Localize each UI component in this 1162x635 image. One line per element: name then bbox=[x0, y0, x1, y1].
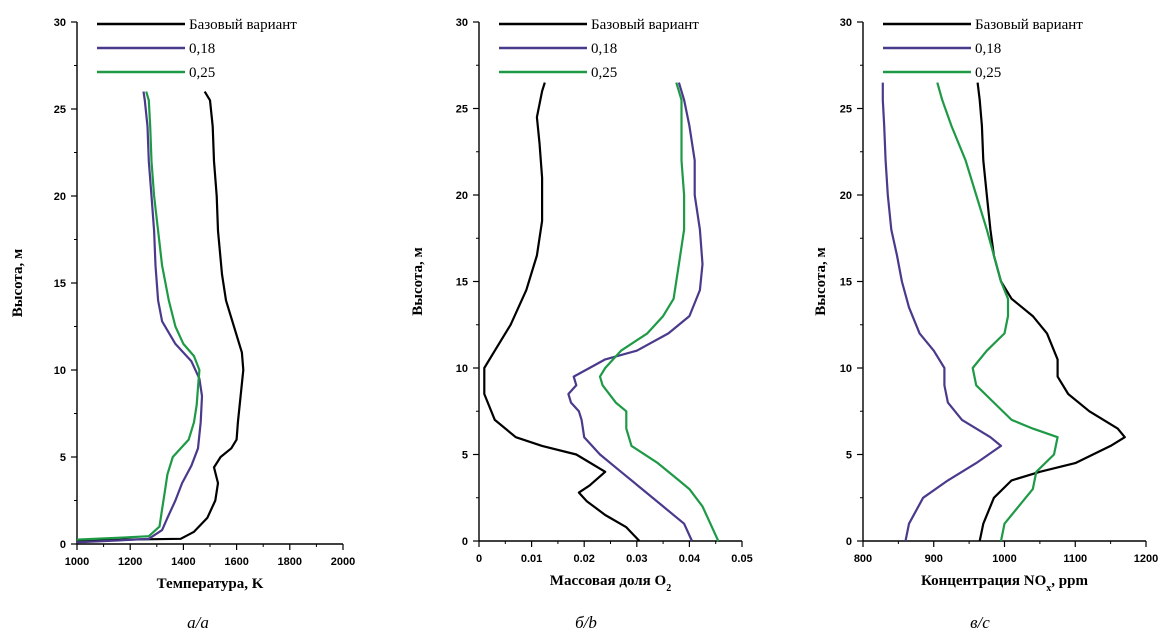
y-tick-label: 10 bbox=[840, 363, 852, 375]
x-tick-label: 1200 bbox=[118, 556, 142, 568]
x-tick-label: 1600 bbox=[224, 556, 248, 568]
x-tick-label: 800 bbox=[854, 553, 872, 565]
series-line-2 bbox=[567, 82, 704, 542]
y-tick-label: 10 bbox=[54, 365, 66, 377]
panel-caption: а/a bbox=[187, 613, 209, 632]
x-tick-label: 1000 bbox=[992, 553, 1016, 565]
y-tick-label: 15 bbox=[54, 278, 66, 290]
y-tick-label: 0 bbox=[462, 536, 468, 548]
y-tick-label: 25 bbox=[456, 104, 468, 116]
x-tick-label: 1100 bbox=[1063, 553, 1087, 565]
x-axis-title: Массовая доля O2 bbox=[550, 573, 671, 594]
series-line-3 bbox=[936, 82, 1059, 542]
legend-label: 0,18 bbox=[189, 41, 215, 57]
legend-label: 0,25 bbox=[189, 65, 215, 81]
y-tick-label: 5 bbox=[60, 452, 66, 464]
y-tick-label: 30 bbox=[54, 17, 66, 29]
y-tick-label: 5 bbox=[846, 450, 852, 462]
legend-label: Базовый вариант bbox=[975, 17, 1083, 33]
y-tick-label: 25 bbox=[54, 104, 66, 116]
x-tick-label: 0.01 bbox=[521, 553, 542, 565]
panel-caption: б/b bbox=[575, 613, 597, 632]
legend-label: Базовый вариант bbox=[591, 17, 699, 33]
y-tick-label: 5 bbox=[462, 450, 468, 462]
y-tick-label: 10 bbox=[456, 363, 468, 375]
series-line-2 bbox=[76, 91, 204, 544]
series-line-3 bbox=[76, 91, 201, 541]
x-axis-title: Концентрация NOx, ppm bbox=[921, 573, 1088, 594]
x-tick-label: 900 bbox=[925, 553, 943, 565]
series-line-2 bbox=[881, 82, 1003, 542]
chart-panel-3: 800 900 1000 1100 1200 0 5 10 15 20 25 30 Базовый ва… bbox=[813, 17, 1158, 632]
y-tick-label: 25 bbox=[840, 104, 852, 116]
y-tick-label: 30 bbox=[456, 17, 468, 29]
y-tick-label: 0 bbox=[846, 536, 852, 548]
legend-label: 0,25 bbox=[975, 65, 1001, 81]
x-tick-label: 0.05 bbox=[731, 553, 752, 565]
legend-label: 0,25 bbox=[591, 65, 617, 81]
chart-panel-2: 0 0.01 0.02 0.03 0.04 0.05 0 5 10 15 20 25 30 Базовый… bbox=[410, 17, 753, 632]
y-tick-label: 20 bbox=[456, 190, 468, 202]
y-tick-label: 15 bbox=[840, 277, 852, 289]
legend-label: Базовый вариант bbox=[189, 17, 297, 33]
x-tick-label: 0 bbox=[476, 553, 482, 565]
series-line-1 bbox=[976, 82, 1126, 542]
x-tick-label: 0.02 bbox=[573, 553, 594, 565]
y-axis-title: Высота, м bbox=[813, 247, 829, 315]
x-tick-label: 1200 bbox=[1134, 553, 1158, 565]
series-line-1 bbox=[483, 82, 641, 542]
legend-label: 0,18 bbox=[975, 41, 1001, 57]
y-tick-label: 15 bbox=[456, 277, 468, 289]
y-tick-label: 30 bbox=[840, 17, 852, 29]
series-line-1 bbox=[76, 91, 245, 542]
x-tick-label: 0.04 bbox=[679, 553, 701, 565]
x-tick-label: 0.03 bbox=[626, 553, 647, 565]
x-tick-label: 1400 bbox=[171, 556, 195, 568]
x-tick-label: 1000 bbox=[65, 556, 89, 568]
y-axis-title: Высота, м bbox=[10, 249, 26, 317]
legend-label: 0,18 bbox=[591, 41, 617, 57]
chart-panel-1: 1000 1200 1400 1600 1800 2000 0 5 10 15 20 25 30 Базо… bbox=[10, 17, 355, 632]
y-tick-label: 20 bbox=[54, 191, 66, 203]
y-axis-title: Высота, м bbox=[410, 247, 426, 315]
y-tick-label: 20 bbox=[840, 190, 852, 202]
y-tick-label: 0 bbox=[60, 539, 66, 551]
x-axis-title: Температура, K bbox=[157, 576, 264, 592]
series-line-3 bbox=[598, 82, 720, 542]
x-tick-label: 1800 bbox=[278, 556, 302, 568]
panel-caption: в/c bbox=[970, 613, 990, 632]
x-tick-label: 2000 bbox=[331, 556, 355, 568]
